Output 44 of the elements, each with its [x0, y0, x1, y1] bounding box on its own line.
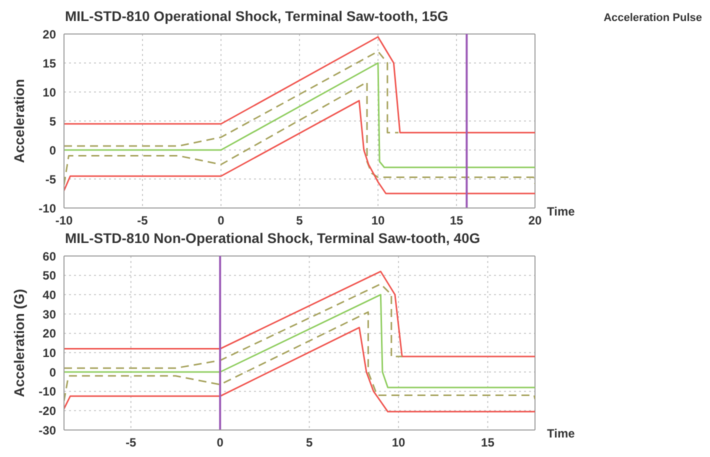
y-tick-label: 10	[42, 85, 56, 100]
x-tick-label: 5	[296, 214, 304, 228]
chart-title: MIL-STD-810 Non-Operational Shock, Terminal Saw-tooth, 40G	[65, 230, 480, 246]
line-series	[64, 50, 400, 147]
y-tick-label: 10	[42, 346, 56, 360]
y-tick-label: 40	[42, 288, 56, 302]
y-tick-label: -10	[38, 384, 56, 399]
x-tick-label: 10	[371, 214, 385, 228]
x-tick-label: 0	[218, 214, 225, 228]
y-axis-title: Acceleration (G)	[10, 288, 27, 398]
text: Acceleration Pulse	[604, 12, 702, 24]
line-series	[64, 311, 535, 402]
y-tick-label: 20	[42, 326, 56, 341]
line-series	[64, 36, 535, 134]
y-tick-label: 20	[42, 27, 56, 42]
line-series	[64, 326, 535, 412]
y-tick-label: 30	[42, 307, 56, 322]
line-series	[64, 100, 535, 194]
x-axis-title: Time	[547, 204, 576, 218]
line-series	[64, 270, 535, 358]
x-tick-label: 5	[306, 436, 313, 450]
x-tick-label: 15	[450, 214, 464, 228]
y-tick-label: -30	[38, 423, 56, 438]
y-tick-label: 15	[42, 56, 56, 70]
line-series	[64, 62, 535, 168]
x-tick-label: 10	[392, 436, 406, 450]
x-tick-label: 15	[481, 436, 495, 450]
line-series	[64, 81, 535, 186]
y-tick-label: -20	[38, 404, 56, 418]
line-series	[64, 283, 403, 369]
x-tick-label: -5	[137, 214, 148, 228]
x-axis-title: Time	[547, 426, 576, 440]
y-tick-label: -5	[45, 172, 56, 186]
y-tick-label: 0	[49, 365, 56, 380]
x-tick-label: 0	[216, 436, 224, 450]
x-tick-label: 20	[528, 214, 542, 228]
y-tick-label: 50	[42, 268, 56, 283]
chart-title: MIL-STD-810 Operational Shock, Terminal Saw-tooth, 15G	[65, 8, 448, 24]
y-tick-label: 5	[49, 114, 56, 128]
x-tick-label: -5	[126, 436, 137, 450]
y-tick-label: -10	[38, 201, 56, 216]
y-tick-label: 60	[42, 249, 56, 264]
y-tick-label: 0	[49, 143, 56, 158]
y-axis-title: Acceleration	[10, 78, 27, 164]
